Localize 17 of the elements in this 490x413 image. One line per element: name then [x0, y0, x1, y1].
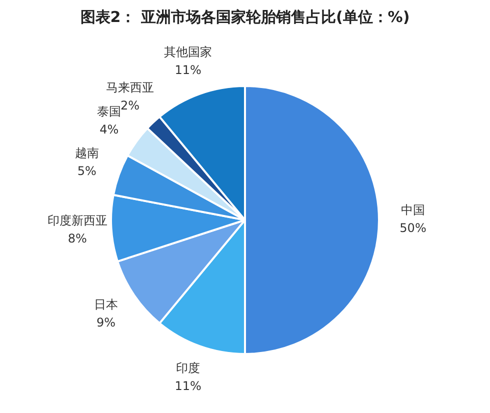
slice-label: 马来西亚 [106, 80, 154, 95]
slice-label: 中国 [401, 203, 425, 218]
slice-label: 印度新西亚 [47, 214, 108, 228]
chart-title: 图表2： 亚洲市场各国家轮胎销售占比(单位：%) [79, 8, 411, 27]
data-label: 11% [174, 63, 202, 78]
data-label: 9% [96, 316, 116, 330]
slice-label: 泰国 [97, 104, 122, 118]
data-label: 5% [77, 164, 96, 178]
slice-label: 越南 [74, 146, 99, 160]
slice-label: 日本 [94, 298, 118, 312]
data-label: 4% [100, 122, 119, 136]
data-label: 11% [174, 379, 202, 394]
data-label: 50% [400, 221, 426, 236]
slice-label: 印度 [176, 361, 200, 376]
data-label: 2% [120, 98, 140, 113]
data-label: 8% [68, 232, 87, 246]
slice-label: 其他国家 [164, 45, 212, 60]
